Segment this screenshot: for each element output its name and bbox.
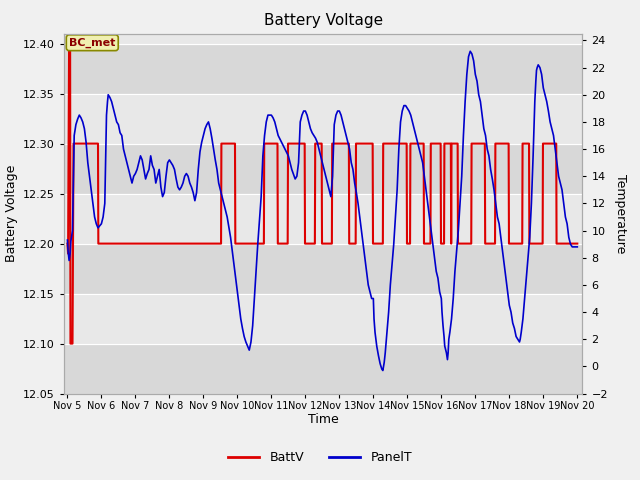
Y-axis label: Temperature: Temperature [614, 174, 627, 253]
Bar [64, 94, 582, 144]
Title: Battery Voltage: Battery Voltage [264, 13, 383, 28]
Bar [64, 193, 582, 244]
Bar [64, 34, 582, 44]
Bar [64, 294, 582, 344]
Y-axis label: Battery Voltage: Battery Voltage [4, 165, 17, 262]
X-axis label: Time: Time [308, 413, 339, 426]
Legend: BattV, PanelT: BattV, PanelT [223, 446, 417, 469]
Text: BC_met: BC_met [69, 37, 115, 48]
